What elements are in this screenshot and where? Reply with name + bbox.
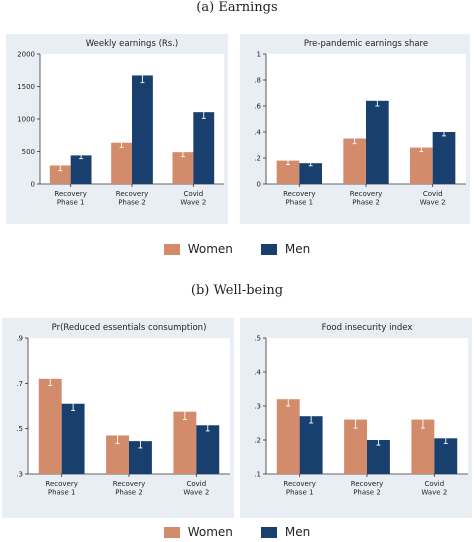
x-tick-label: Covid Wave 2: [421, 480, 447, 497]
legend-wellbeing: Women Men: [0, 525, 474, 539]
chart-title: Food insecurity index: [322, 323, 413, 333]
y-tick-label: 1000: [17, 116, 35, 124]
x-tick-label: Recovery Phase 1: [54, 190, 86, 207]
chart-food-insecurity: Food insecurity index .1 .2 .3 .4 .5 Recovery P…: [240, 318, 472, 518]
legend-earnings: Women Men: [0, 242, 474, 256]
y-tick-label: 2000: [17, 51, 35, 59]
x-tick-label: Recovery Phase 1: [283, 480, 315, 497]
y-tick-label: 1: [257, 51, 261, 59]
y-tick-label: .1: [254, 471, 261, 479]
x-tick-label: Recovery Phase 2: [350, 190, 382, 207]
bar-men: [193, 112, 215, 184]
legend-item-women: Women: [163, 525, 233, 539]
bar-women: [172, 152, 194, 184]
y-tick-label: .8: [254, 77, 261, 85]
bar-men: [70, 155, 92, 184]
y-tick-label: .4: [254, 369, 261, 377]
x-tick-label: Recovery Phase 2: [113, 480, 145, 497]
legend-swatch-men: [260, 243, 277, 255]
bar-women: [344, 419, 367, 474]
y-tick-label: 1500: [17, 83, 35, 91]
bar-men: [432, 132, 456, 184]
y-tick-label: .5: [16, 425, 23, 433]
legend-swatch-women: [163, 526, 180, 538]
y-tick-label: 0: [31, 181, 35, 189]
y-tick-label: .7: [16, 380, 23, 388]
legend-label-women: Women: [187, 242, 233, 256]
y-tick-label: 0: [257, 181, 261, 189]
bar-women: [410, 147, 433, 184]
x-tick-label: Recovery Phase 2: [351, 480, 383, 497]
chart-weekly-earnings: Weekly earnings (Rs.) 0 500 1000 1500 2000 Rec…: [6, 34, 228, 224]
bar-men: [196, 425, 220, 474]
bar-women: [49, 165, 71, 184]
bar-men: [367, 440, 390, 474]
bar-women: [343, 138, 366, 184]
y-tick-label: .5: [254, 335, 261, 343]
x-tick-label: Covid Wave 2: [180, 190, 206, 207]
y-tick-label: .2: [254, 437, 261, 445]
x-tick-label: Recovery Phase 1: [45, 480, 77, 497]
chart-title: Pre-pandemic earnings share: [304, 39, 428, 49]
section-title-earnings: (a) Earnings: [196, 0, 278, 15]
bar-women: [173, 411, 197, 474]
bar-men: [61, 403, 85, 474]
bar-men: [299, 163, 322, 184]
x-tick-label: Recovery Phase 1: [283, 190, 315, 207]
legend-label-women: Women: [187, 525, 233, 539]
y-tick-label: .3: [254, 403, 261, 411]
bar-men: [366, 100, 389, 184]
bar-women: [276, 399, 300, 474]
bar-women: [106, 435, 129, 474]
x-tick-label: Recovery Phase 2: [116, 190, 148, 207]
legend-label-men: Men: [284, 242, 311, 256]
chart-title: Weekly earnings (Rs.): [86, 39, 179, 49]
x-tick-label: Covid Wave 2: [183, 480, 209, 497]
y-tick-label: .4: [254, 129, 261, 137]
chart-reduced-essentials: Pr(Reduced essentials consumption) .3 .5 .7…: [2, 318, 234, 518]
bar-women: [411, 419, 435, 474]
bar-women: [111, 142, 132, 184]
bar-men: [434, 438, 458, 474]
y-tick-label: .2: [254, 155, 261, 163]
y-tick-label: .3: [16, 471, 23, 479]
legend-label-men: Men: [284, 525, 311, 539]
legend-swatch-women: [163, 243, 180, 255]
section-title-wellbeing: (b) Well-being: [190, 283, 284, 298]
x-tick-label: Covid Wave 2: [420, 190, 446, 207]
legend-item-men: Men: [260, 242, 311, 256]
chart-pre-pandemic-share: Pre-pandemic earnings share 0 .2 .4 .6 .8 1 Rec…: [240, 34, 470, 224]
bar-men: [299, 416, 323, 474]
y-tick-label: .6: [254, 103, 261, 111]
y-tick-label: .9: [16, 335, 23, 343]
chart-title: Pr(Reduced essentials consumption): [52, 323, 207, 333]
legend-item-women: Women: [163, 242, 233, 256]
bar-women: [276, 160, 300, 184]
legend-swatch-men: [260, 526, 277, 538]
bar-men: [132, 75, 153, 184]
y-tick-label: 500: [22, 148, 35, 156]
legend-item-men: Men: [260, 525, 311, 539]
bar-men: [129, 441, 152, 474]
bar-women: [38, 378, 62, 474]
